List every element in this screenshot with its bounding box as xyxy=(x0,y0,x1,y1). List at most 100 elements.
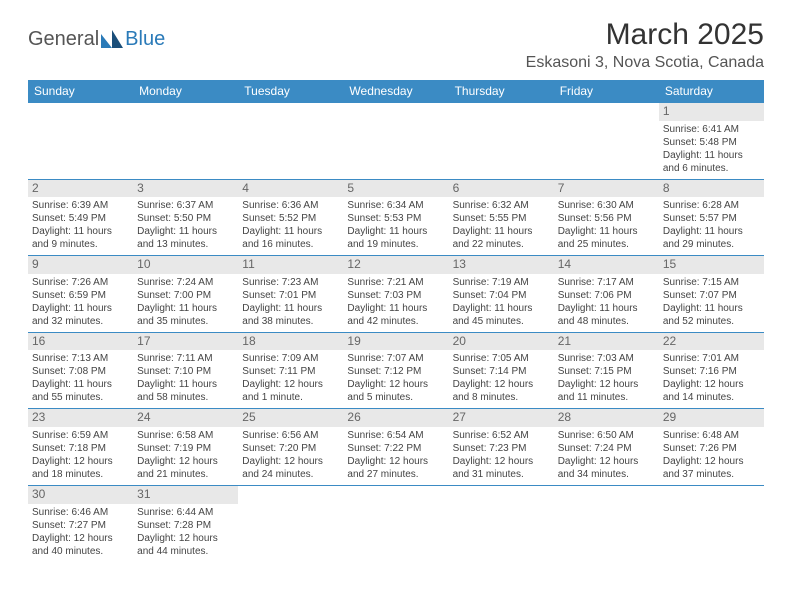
daylight-text: and 13 minutes. xyxy=(137,238,234,251)
sunset-text: Sunset: 5:53 PM xyxy=(347,212,444,225)
daylight-text: Daylight: 12 hours xyxy=(453,378,550,391)
daylight-text: and 32 minutes. xyxy=(32,315,129,328)
daylight-text: Daylight: 12 hours xyxy=(137,532,234,545)
daylight-text: and 40 minutes. xyxy=(32,545,129,558)
day-number: 24 xyxy=(133,409,238,427)
calendar-day-cell: 21Sunrise: 7:03 AMSunset: 7:15 PMDayligh… xyxy=(554,332,659,409)
sunset-text: Sunset: 7:26 PM xyxy=(663,442,760,455)
daylight-text: Daylight: 11 hours xyxy=(453,225,550,238)
daylight-text: Daylight: 11 hours xyxy=(242,225,339,238)
sunset-text: Sunset: 7:18 PM xyxy=(32,442,129,455)
day-number: 6 xyxy=(449,180,554,198)
sunrise-text: Sunrise: 6:28 AM xyxy=(663,199,760,212)
daylight-text: and 31 minutes. xyxy=(453,468,550,481)
daylight-text: Daylight: 12 hours xyxy=(137,455,234,468)
sunrise-text: Sunrise: 6:46 AM xyxy=(32,506,129,519)
weekday-header: Thursday xyxy=(449,80,554,103)
sunset-text: Sunset: 7:24 PM xyxy=(558,442,655,455)
sunrise-text: Sunrise: 7:21 AM xyxy=(347,276,444,289)
sunrise-text: Sunrise: 7:07 AM xyxy=(347,352,444,365)
day-number: 27 xyxy=(449,409,554,427)
sunset-text: Sunset: 5:57 PM xyxy=(663,212,760,225)
daylight-text: and 22 minutes. xyxy=(453,238,550,251)
day-number: 30 xyxy=(28,486,133,504)
sunrise-text: Sunrise: 6:48 AM xyxy=(663,429,760,442)
daylight-text: Daylight: 12 hours xyxy=(242,378,339,391)
weekday-header-row: Sunday Monday Tuesday Wednesday Thursday… xyxy=(28,80,764,103)
calendar-week-row: 1Sunrise: 6:41 AMSunset: 5:48 PMDaylight… xyxy=(28,103,764,180)
daylight-text: and 25 minutes. xyxy=(558,238,655,251)
daylight-text: Daylight: 11 hours xyxy=(347,225,444,238)
calendar-day-cell: 16Sunrise: 7:13 AMSunset: 7:08 PMDayligh… xyxy=(28,332,133,409)
sunset-text: Sunset: 7:04 PM xyxy=(453,289,550,302)
daylight-text: Daylight: 11 hours xyxy=(663,225,760,238)
calendar-week-row: 23Sunrise: 6:59 AMSunset: 7:18 PMDayligh… xyxy=(28,409,764,486)
daylight-text: Daylight: 11 hours xyxy=(663,302,760,315)
day-number: 4 xyxy=(238,180,343,198)
sunrise-text: Sunrise: 6:50 AM xyxy=(558,429,655,442)
weekday-header: Tuesday xyxy=(238,80,343,103)
daylight-text: Daylight: 11 hours xyxy=(558,302,655,315)
daylight-text: and 19 minutes. xyxy=(347,238,444,251)
calendar-day-cell: 4Sunrise: 6:36 AMSunset: 5:52 PMDaylight… xyxy=(238,179,343,256)
calendar-day-cell xyxy=(343,485,448,561)
sunset-text: Sunset: 7:06 PM xyxy=(558,289,655,302)
daylight-text: and 58 minutes. xyxy=(137,391,234,404)
daylight-text: and 18 minutes. xyxy=(32,468,129,481)
calendar-day-cell: 29Sunrise: 6:48 AMSunset: 7:26 PMDayligh… xyxy=(659,409,764,486)
calendar-day-cell: 26Sunrise: 6:54 AMSunset: 7:22 PMDayligh… xyxy=(343,409,448,486)
day-number: 16 xyxy=(28,333,133,351)
sunset-text: Sunset: 7:19 PM xyxy=(137,442,234,455)
sunset-text: Sunset: 7:14 PM xyxy=(453,365,550,378)
daylight-text: and 38 minutes. xyxy=(242,315,339,328)
weekday-header: Wednesday xyxy=(343,80,448,103)
daylight-text: and 16 minutes. xyxy=(242,238,339,251)
sunrise-text: Sunrise: 7:19 AM xyxy=(453,276,550,289)
sunrise-text: Sunrise: 7:05 AM xyxy=(453,352,550,365)
daylight-text: and 21 minutes. xyxy=(137,468,234,481)
day-number: 28 xyxy=(554,409,659,427)
calendar-day-cell: 12Sunrise: 7:21 AMSunset: 7:03 PMDayligh… xyxy=(343,256,448,333)
daylight-text: Daylight: 11 hours xyxy=(558,225,655,238)
daylight-text: and 9 minutes. xyxy=(32,238,129,251)
weekday-header: Sunday xyxy=(28,80,133,103)
daylight-text: and 1 minute. xyxy=(242,391,339,404)
daylight-text: Daylight: 11 hours xyxy=(453,302,550,315)
daylight-text: and 44 minutes. xyxy=(137,545,234,558)
sunrise-text: Sunrise: 6:39 AM xyxy=(32,199,129,212)
day-number: 10 xyxy=(133,256,238,274)
daylight-text: Daylight: 12 hours xyxy=(32,455,129,468)
sunrise-text: Sunrise: 6:32 AM xyxy=(453,199,550,212)
daylight-text: and 24 minutes. xyxy=(242,468,339,481)
daylight-text: Daylight: 11 hours xyxy=(32,378,129,391)
daylight-text: Daylight: 12 hours xyxy=(663,455,760,468)
sail-icon xyxy=(101,30,123,48)
daylight-text: Daylight: 12 hours xyxy=(32,532,129,545)
daylight-text: and 48 minutes. xyxy=(558,315,655,328)
day-number: 23 xyxy=(28,409,133,427)
sunset-text: Sunset: 6:59 PM xyxy=(32,289,129,302)
sunrise-text: Sunrise: 6:34 AM xyxy=(347,199,444,212)
daylight-text: and 45 minutes. xyxy=(453,315,550,328)
sunrise-text: Sunrise: 6:41 AM xyxy=(663,123,760,136)
calendar-day-cell: 15Sunrise: 7:15 AMSunset: 7:07 PMDayligh… xyxy=(659,256,764,333)
daylight-text: Daylight: 12 hours xyxy=(663,378,760,391)
day-number: 17 xyxy=(133,333,238,351)
sunset-text: Sunset: 7:28 PM xyxy=(137,519,234,532)
day-number: 19 xyxy=(343,333,448,351)
location: Eskasoni 3, Nova Scotia, Canada xyxy=(526,54,764,72)
daylight-text: and 52 minutes. xyxy=(663,315,760,328)
day-number: 22 xyxy=(659,333,764,351)
day-number: 14 xyxy=(554,256,659,274)
calendar-day-cell xyxy=(554,485,659,561)
sunset-text: Sunset: 5:50 PM xyxy=(137,212,234,225)
sunrise-text: Sunrise: 6:52 AM xyxy=(453,429,550,442)
daylight-text: Daylight: 12 hours xyxy=(347,455,444,468)
sunrise-text: Sunrise: 6:54 AM xyxy=(347,429,444,442)
weekday-header: Monday xyxy=(133,80,238,103)
calendar-week-row: 30Sunrise: 6:46 AMSunset: 7:27 PMDayligh… xyxy=(28,485,764,561)
daylight-text: and 29 minutes. xyxy=(663,238,760,251)
sunset-text: Sunset: 7:11 PM xyxy=(242,365,339,378)
calendar-day-cell: 2Sunrise: 6:39 AMSunset: 5:49 PMDaylight… xyxy=(28,179,133,256)
sunrise-text: Sunrise: 7:26 AM xyxy=(32,276,129,289)
